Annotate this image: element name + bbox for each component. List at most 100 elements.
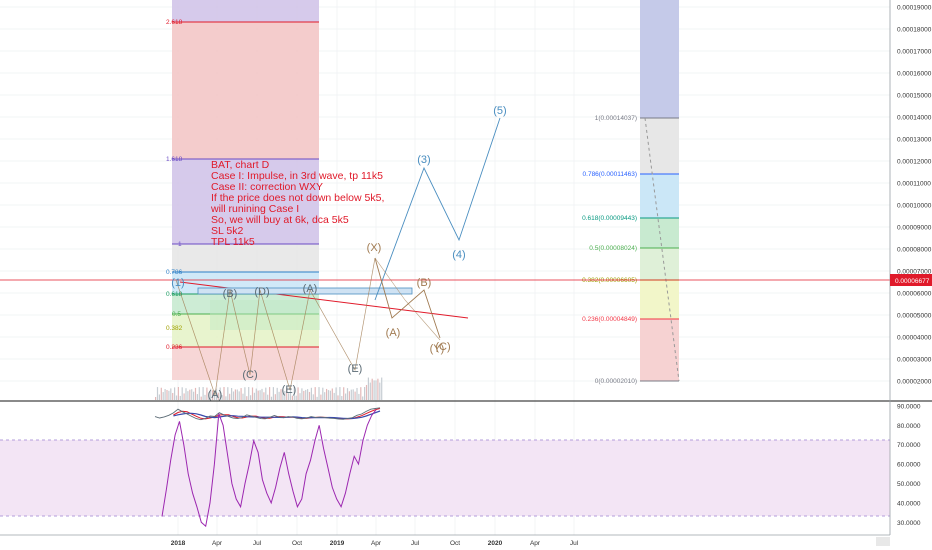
volume-bar bbox=[259, 390, 261, 400]
price-tick-label: 0.00015000 bbox=[897, 93, 932, 100]
note-line-5: will runining Case I bbox=[210, 203, 299, 215]
volume-bar bbox=[341, 396, 343, 400]
volume-bar bbox=[316, 396, 318, 400]
volume-bar bbox=[213, 390, 216, 400]
volume-bar bbox=[155, 397, 157, 400]
volume-bar bbox=[365, 384, 368, 400]
time-tick-label: Oct bbox=[292, 540, 302, 547]
price-tick-label: 0.00008000 bbox=[897, 247, 932, 254]
wave-label-b[interactable]: (B) bbox=[223, 288, 238, 300]
fib-ext-label-2618: 2.618 bbox=[166, 19, 183, 26]
horizontal-grid bbox=[0, 6, 890, 382]
volume-bar bbox=[242, 393, 244, 400]
volume-bar bbox=[327, 390, 330, 400]
wave-label-5[interactable]: (5) bbox=[493, 105, 506, 117]
price-range-box[interactable] bbox=[197, 287, 413, 295]
wave-label-x[interactable]: (X) bbox=[367, 242, 382, 254]
wave-label-a-3[interactable]: (A) bbox=[386, 327, 401, 339]
fib-ret-label-1: 1(0.00014037) bbox=[595, 115, 637, 122]
volume-bar bbox=[276, 387, 278, 400]
volume-bar bbox=[257, 390, 259, 400]
wave-label-a[interactable]: (A) bbox=[208, 389, 223, 401]
volume-bar bbox=[206, 387, 208, 400]
volume-bar bbox=[371, 378, 373, 400]
rsi-axis-ticks[interactable]: 90.0000 80.0000 70.0000 60.0000 50.0000 40.00… bbox=[897, 403, 921, 526]
time-tick-label: 2018 bbox=[171, 540, 186, 547]
note-line-1: BAT, chart D bbox=[211, 159, 270, 171]
fib-ext-zone-2618 bbox=[172, 22, 319, 159]
volume-bar bbox=[284, 391, 286, 400]
volume-bar bbox=[177, 387, 179, 400]
rsi-tick-label: 70.0000 bbox=[897, 442, 921, 449]
fib-retracement-tool[interactable]: 1(0.00014037) 0.786(0.00011463) 0.618(0.… bbox=[582, 0, 680, 385]
volume-bar bbox=[310, 387, 312, 400]
fib-ext-zone-0618 bbox=[172, 294, 319, 314]
volume-bar bbox=[356, 387, 358, 400]
wave-projection-impulse[interactable] bbox=[374, 117, 501, 301]
time-axis-ticks[interactable]: 2018 Apr Jul Oct 2019 Apr Jul Oct 2020 Apr Jul bbox=[171, 540, 579, 547]
time-tick-label: Jul bbox=[253, 540, 262, 547]
fib-ext-label-0236: 0.236 bbox=[166, 344, 183, 351]
price-tick-label: 0.00018000 bbox=[897, 27, 932, 34]
wave-label-a-2[interactable]: (A) bbox=[303, 283, 318, 295]
volume-bar bbox=[297, 387, 299, 400]
volume-bar bbox=[221, 395, 223, 400]
volume-bar bbox=[255, 388, 257, 400]
fib-ext-zone-0236 bbox=[172, 347, 319, 380]
volume-bar bbox=[240, 388, 242, 400]
volume-bar bbox=[282, 389, 284, 400]
fib-ext-zone-1 bbox=[172, 244, 319, 272]
wave-label-c[interactable]: (C) bbox=[242, 369, 257, 381]
rsi-tick-label: 40.0000 bbox=[897, 500, 921, 507]
price-axis-ticks[interactable]: 0.00019000 0.00018000 0.00017000 0.00016000… bbox=[897, 5, 932, 386]
volume-bar bbox=[286, 388, 288, 400]
fib-ret-label-0618: 0.618(0.00009443) bbox=[582, 215, 637, 222]
wave-label-e-2[interactable]: (E) bbox=[348, 363, 363, 375]
volume-bar bbox=[248, 387, 250, 400]
wave-label-y[interactable]: (Y) bbox=[430, 343, 445, 355]
fib-ext-label-05: 0.5 bbox=[172, 311, 181, 318]
volume-bar bbox=[231, 388, 233, 400]
volume-bar bbox=[358, 393, 360, 400]
chart-settings-button[interactable] bbox=[876, 537, 890, 546]
price-tick-label: 0.00003000 bbox=[897, 357, 932, 364]
current-price-value: 0.00006677 bbox=[895, 278, 930, 285]
volume-bar bbox=[308, 391, 311, 400]
volume-bar bbox=[350, 389, 352, 400]
fib-ret-label-0236: 0.236(0.00004849) bbox=[582, 316, 637, 323]
price-tick-label: 0.00013000 bbox=[897, 137, 932, 144]
fib-ret-zone-0382 bbox=[640, 280, 679, 319]
volume-bar bbox=[246, 396, 248, 400]
volume-bar bbox=[274, 394, 276, 400]
price-tick-label: 0.00002000 bbox=[897, 379, 932, 386]
analysis-note[interactable]: BAT, chart D Case I: Impulse, in 3rd wav… bbox=[210, 159, 384, 248]
volume-bar bbox=[234, 389, 236, 400]
wave-label-4[interactable]: (4) bbox=[452, 249, 465, 261]
wave-label-c-2[interactable]: (C) bbox=[435, 341, 450, 353]
volume-bar bbox=[346, 388, 349, 400]
volume-bar bbox=[377, 378, 379, 400]
wave-label-3[interactable]: (3) bbox=[417, 154, 430, 166]
fib-ret-zone-1 bbox=[640, 118, 679, 174]
price-tick-label: 0.00007000 bbox=[897, 269, 932, 276]
wave-label-b-2[interactable]: (B) bbox=[417, 277, 432, 289]
time-tick-label: Apr bbox=[212, 540, 223, 547]
volume-bar bbox=[280, 389, 282, 400]
volume-bar bbox=[295, 395, 297, 400]
fib-ret-zone-0786 bbox=[640, 174, 679, 218]
wave-projection-correction[interactable] bbox=[374, 257, 441, 339]
volume-bar bbox=[326, 388, 328, 400]
volume-bar bbox=[238, 391, 240, 400]
wave-label-d[interactable]: (D) bbox=[254, 286, 269, 298]
volume-bar bbox=[324, 392, 326, 400]
volume-bar bbox=[348, 391, 350, 400]
wave-label-e[interactable]: (E) bbox=[282, 384, 297, 396]
volume-bar bbox=[339, 387, 341, 400]
time-tick-label: Apr bbox=[371, 540, 382, 547]
volume-bar bbox=[369, 382, 371, 400]
time-tick-label: Jul bbox=[411, 540, 420, 547]
volume-bar bbox=[160, 387, 162, 400]
wave-label-1[interactable]: (1) bbox=[171, 277, 184, 289]
volume-bar bbox=[362, 396, 364, 400]
